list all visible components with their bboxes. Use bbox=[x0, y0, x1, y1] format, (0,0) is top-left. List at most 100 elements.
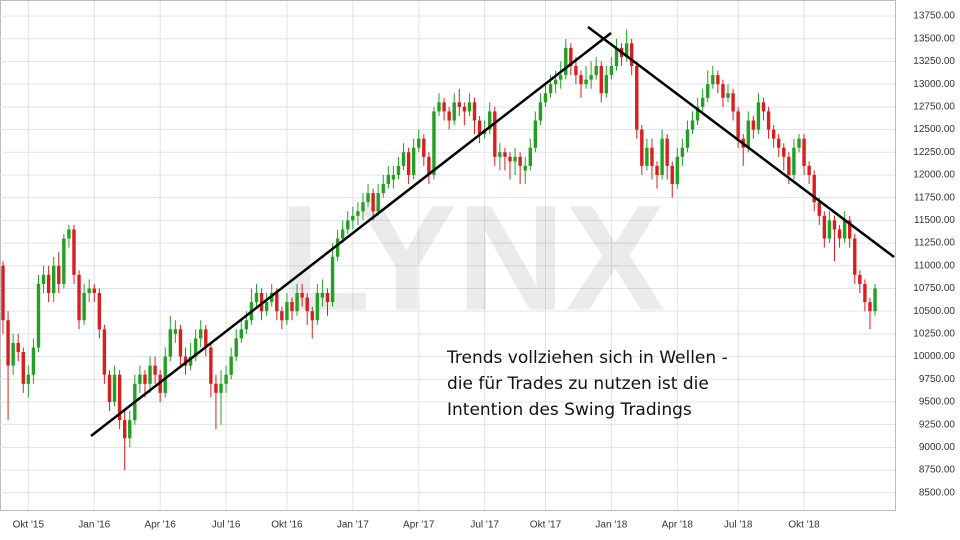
candle-body bbox=[346, 220, 350, 230]
candle-body bbox=[624, 43, 629, 57]
candle-body bbox=[417, 138, 421, 148]
y-tick-label: 12250.00 bbox=[913, 147, 955, 158]
candle-body bbox=[234, 338, 238, 357]
trend-line-up bbox=[90, 32, 612, 437]
candle-body bbox=[26, 374, 31, 384]
y-tick-label: 10750.00 bbox=[913, 283, 955, 294]
y-tick-label: 9250.00 bbox=[919, 419, 956, 430]
candle-body bbox=[584, 79, 588, 85]
candle-body bbox=[275, 293, 279, 312]
candle-body bbox=[614, 47, 619, 67]
candle-body bbox=[391, 174, 396, 180]
y-tick-label: 13000.00 bbox=[913, 79, 955, 90]
candle-body bbox=[508, 156, 512, 162]
y-tick-label: 9750.00 bbox=[919, 374, 956, 385]
candle-body bbox=[721, 84, 725, 98]
candle-body bbox=[528, 147, 532, 166]
candle-body bbox=[599, 66, 603, 94]
candle-body bbox=[873, 288, 877, 312]
candle-body bbox=[498, 152, 502, 157]
candle-body bbox=[386, 174, 391, 185]
annotation-line: Intention des Swing Tradings bbox=[447, 400, 692, 420]
candle-body bbox=[766, 111, 771, 130]
candle-body bbox=[376, 193, 380, 212]
candle-body bbox=[690, 120, 695, 130]
trend-line-down bbox=[587, 26, 895, 258]
candle-body bbox=[488, 111, 492, 130]
candle-body bbox=[533, 120, 538, 148]
y-tick-label: 12000.00 bbox=[913, 170, 955, 181]
candle-body bbox=[868, 302, 872, 312]
candle-body bbox=[513, 156, 517, 162]
candle-body bbox=[782, 147, 786, 157]
candle-body bbox=[452, 102, 456, 121]
candle-body bbox=[325, 293, 330, 303]
candle-body bbox=[493, 111, 497, 157]
candle-body bbox=[381, 184, 385, 194]
candle-body bbox=[411, 147, 416, 175]
candle-body bbox=[371, 193, 375, 212]
candle-body bbox=[178, 329, 183, 357]
candle-body bbox=[700, 97, 705, 107]
candle-body bbox=[736, 111, 740, 139]
x-tick-label: Okt '17 bbox=[530, 520, 562, 531]
y-tick-label: 10000.00 bbox=[913, 351, 955, 362]
candle-body bbox=[467, 102, 472, 112]
candle-body bbox=[472, 102, 477, 121]
candle-body bbox=[204, 329, 208, 348]
candle-body bbox=[102, 329, 107, 375]
candle-body bbox=[594, 66, 598, 76]
candle-body bbox=[832, 220, 837, 230]
candle-body bbox=[300, 293, 304, 298]
candle-body bbox=[670, 165, 674, 185]
candle-body bbox=[122, 420, 127, 439]
candle-body bbox=[21, 352, 25, 384]
y-tick-label: 12750.00 bbox=[913, 102, 955, 113]
candle-body bbox=[285, 302, 289, 321]
candle-body bbox=[503, 152, 507, 157]
candle-body bbox=[751, 120, 756, 130]
candle-body bbox=[797, 138, 801, 148]
x-tick-label: Okt '18 bbox=[788, 520, 820, 531]
y-tick-label: 9000.00 bbox=[919, 442, 956, 453]
candle-body bbox=[11, 342, 15, 366]
y-tick-label: 11000.00 bbox=[914, 260, 955, 271]
candle-body bbox=[16, 342, 20, 353]
candle-body bbox=[67, 229, 71, 239]
candle-body bbox=[173, 329, 178, 334]
candle-body bbox=[305, 297, 309, 312]
candle-body bbox=[57, 265, 61, 284]
candle-body bbox=[680, 147, 685, 157]
candle-body bbox=[609, 66, 614, 76]
y-tick-label: 12500.00 bbox=[913, 124, 955, 135]
candle-body bbox=[645, 147, 649, 166]
candle-body bbox=[706, 84, 710, 98]
candle-body bbox=[437, 102, 441, 112]
x-tick-label: Jan '18 bbox=[595, 520, 627, 531]
candle-body bbox=[396, 165, 401, 175]
candle-body bbox=[280, 311, 284, 321]
candles bbox=[1, 29, 877, 471]
candle-body bbox=[52, 265, 56, 294]
candle-body bbox=[432, 111, 436, 175]
candle-body bbox=[188, 356, 193, 366]
x-tick-label: Jul '17 bbox=[470, 520, 499, 531]
candle-body bbox=[523, 165, 527, 171]
candle-body bbox=[148, 365, 152, 384]
candle-body bbox=[77, 274, 81, 321]
candle-body bbox=[330, 256, 335, 303]
candle-body bbox=[817, 202, 821, 216]
candle-body bbox=[553, 79, 558, 85]
x-tick-label: Okt '15 bbox=[13, 520, 45, 531]
candle-body bbox=[665, 138, 669, 166]
candle-body bbox=[254, 293, 259, 303]
annotation-line: Trends vollziehen sich in Wellen - bbox=[446, 348, 728, 368]
candle-body bbox=[827, 220, 832, 239]
candle-body bbox=[746, 120, 750, 148]
candle-body bbox=[807, 165, 811, 175]
candle-body bbox=[655, 165, 659, 175]
candle-body bbox=[406, 152, 411, 175]
candle-body bbox=[401, 152, 406, 166]
